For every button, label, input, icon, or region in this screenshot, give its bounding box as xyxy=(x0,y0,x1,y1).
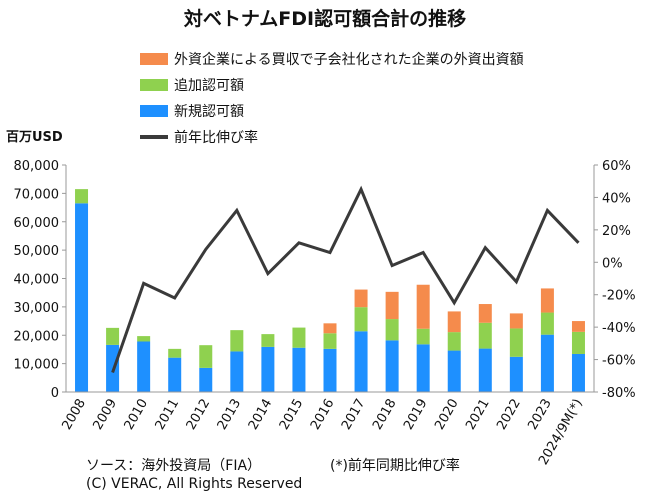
bar-segment xyxy=(354,307,368,332)
bar-segment xyxy=(447,311,461,333)
x-tick-label: 2021 xyxy=(463,397,493,433)
y-right-tick-label: 0% xyxy=(602,256,623,271)
legend-item-additional: 追加認可額 xyxy=(140,72,524,98)
x-tick-label: 2010 xyxy=(122,397,152,433)
x-tick-label: 2011 xyxy=(153,397,183,433)
bar-segment xyxy=(199,367,213,392)
y-right-tick-label: 60% xyxy=(602,159,631,174)
legend-label-additional: 追加認可額 xyxy=(174,78,244,94)
legend-item-acquisition: 外資企業による買収で子会社化された企業の外資出資額 xyxy=(140,46,524,72)
bar-segment xyxy=(509,356,523,392)
legend-label-new: 新規認可額 xyxy=(174,104,244,120)
x-tick-label: 2012 xyxy=(184,397,214,433)
bar-segment xyxy=(75,203,89,392)
legend-swatch-acquisition xyxy=(140,53,168,65)
bar-segment xyxy=(354,331,368,392)
bar-segment xyxy=(540,312,554,335)
y-left-tick-label: 60,000 xyxy=(14,216,60,231)
legend-swatch-additional xyxy=(140,79,168,91)
x-tick-label: 2019 xyxy=(401,397,431,433)
bar-segment xyxy=(540,334,554,392)
y-right-tick-label: -80% xyxy=(602,386,636,401)
bar-segment xyxy=(509,328,523,357)
x-tick-label: 2013 xyxy=(215,397,245,433)
bar-segment xyxy=(261,334,275,347)
bar-segment xyxy=(478,348,492,392)
x-tick-label: 2015 xyxy=(277,397,307,433)
y-right-tick-label: -60% xyxy=(602,354,636,369)
bar-segment xyxy=(323,323,337,334)
bar-segment xyxy=(168,348,182,358)
bar-segment xyxy=(137,341,151,392)
bar-segment xyxy=(292,327,306,348)
legend-item-new: 新規認可額 xyxy=(140,98,524,124)
bar-segment xyxy=(75,189,89,204)
bar-segment xyxy=(478,322,492,349)
bar-segment xyxy=(447,332,461,351)
chart-legend: 外資企業による買収で子会社化された企業の外資出資額 追加認可額 新規認可額 前年… xyxy=(140,46,524,150)
bar-segment xyxy=(478,304,492,323)
growth-rate-line xyxy=(111,185,580,374)
bar-segment xyxy=(354,289,368,308)
x-tick-label: 2016 xyxy=(308,397,338,433)
bar-segment xyxy=(385,319,399,341)
x-tick-label: 2009 xyxy=(91,397,121,433)
y-left-tick-label: 70,000 xyxy=(14,187,60,202)
y-axis-unit-label: 百万USD xyxy=(6,130,63,145)
y-left-tick-label: 30,000 xyxy=(14,301,60,316)
bar-segment xyxy=(540,288,554,313)
bar-segment xyxy=(571,321,585,332)
legend-swatch-growth xyxy=(140,135,168,139)
bar-segment xyxy=(571,331,585,354)
copyright-note: (C) VERAC, All Rights Reserved xyxy=(86,476,303,492)
y-left-tick-label: 20,000 xyxy=(14,329,60,344)
x-tick-label: 2018 xyxy=(370,397,400,433)
x-tick-label: 2020 xyxy=(432,397,462,433)
bar-segment xyxy=(385,291,399,320)
bar-segment xyxy=(137,336,151,342)
bar-segment xyxy=(509,313,523,329)
bar-segment xyxy=(168,357,182,392)
y-right-tick-label: 20% xyxy=(602,224,631,239)
bar-segment xyxy=(447,350,461,392)
bar-segment xyxy=(106,327,120,345)
y-left-tick-label: 40,000 xyxy=(14,273,60,288)
bar-segment xyxy=(416,344,430,392)
bar-segment xyxy=(323,348,337,392)
legend-label-growth: 前年比伸び率 xyxy=(174,130,258,146)
bar-segment xyxy=(199,345,213,368)
bar-segment xyxy=(571,353,585,392)
bar-segment xyxy=(416,328,430,345)
bar-segment xyxy=(230,330,244,352)
x-tick-label: 2017 xyxy=(339,397,369,433)
legend-item-growth: 前年比伸び率 xyxy=(140,124,524,150)
bar-segment xyxy=(230,351,244,392)
bar-segment xyxy=(385,340,399,392)
legend-swatch-new xyxy=(140,105,168,117)
y-left-tick-label: 10,000 xyxy=(14,358,60,373)
source-note: ソース：海外投資局（FIA） xyxy=(86,458,262,474)
y-right-tick-label: -20% xyxy=(602,289,636,304)
bar-segment xyxy=(292,347,306,392)
x-tick-label: 2008 xyxy=(59,397,89,433)
y-right-tick-label: -40% xyxy=(602,321,636,336)
x-tick-label: 2023 xyxy=(525,397,555,433)
y-right-tick-label: 40% xyxy=(602,191,631,206)
footnote: (*)前年同期比伸び率 xyxy=(330,458,460,474)
chart-title: 対ベトナムFDI認可額合計の推移 xyxy=(183,8,467,30)
x-tick-label: 2022 xyxy=(494,397,524,433)
y-left-tick-label: 50,000 xyxy=(14,244,60,259)
bar-segment xyxy=(323,333,337,349)
y-left-tick-label: 0 xyxy=(51,386,59,401)
x-tick-label: 2014 xyxy=(246,397,276,433)
y-left-tick-label: 80,000 xyxy=(14,159,60,174)
bar-segment xyxy=(261,346,275,392)
bar-segment xyxy=(416,284,430,329)
legend-label-acquisition: 外資企業による買収で子会社化された企業の外資出資額 xyxy=(174,52,524,68)
